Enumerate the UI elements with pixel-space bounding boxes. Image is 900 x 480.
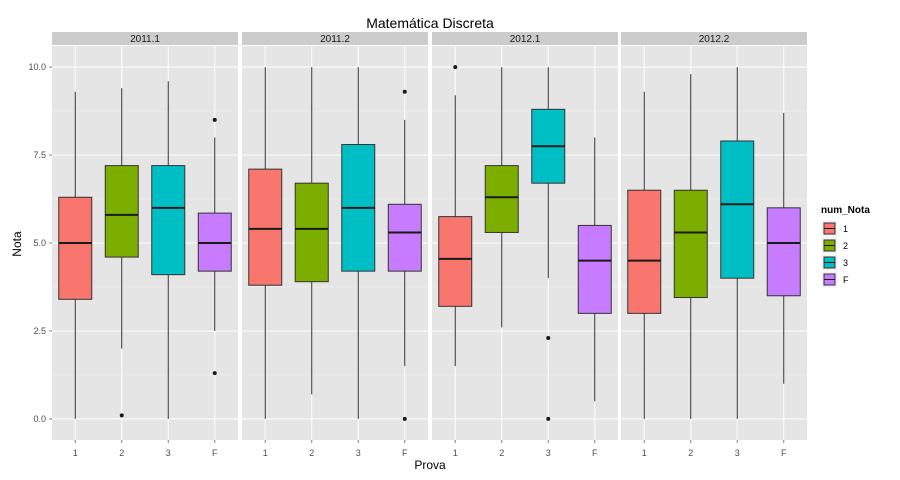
x-tick-label: 3 — [546, 448, 551, 458]
box-iqr — [766, 207, 801, 297]
x-tick-label: 3 — [166, 448, 171, 458]
legend-label: F — [843, 275, 849, 285]
legend-title: num_Nota — [821, 205, 870, 216]
x-axis-title: Prova — [414, 458, 446, 472]
legend-label: 2 — [843, 241, 848, 251]
x-tick-label: F — [781, 448, 787, 458]
box-2011.2-3 — [341, 67, 376, 419]
box-2011.2-2 — [294, 67, 329, 395]
y-tick-label: 2.5 — [33, 326, 46, 336]
box-2012.1-2 — [484, 67, 519, 328]
box-iqr — [627, 189, 662, 314]
legend-entry-2: 2 — [820, 236, 848, 255]
facet-strip-label: 2012.1 — [510, 34, 541, 45]
box-iqr — [438, 216, 473, 307]
x-tick-label: F — [592, 448, 598, 458]
x-tick-label: 2 — [688, 448, 693, 458]
facet-panel-2012.2: 2012.2 1 2 3 F — [621, 32, 807, 458]
outlier-point — [212, 371, 217, 376]
box-2011.1-F — [197, 117, 232, 376]
box-2011.2-1 — [248, 67, 283, 419]
facet-strip-label: 2011.2 — [320, 34, 350, 45]
box-2011.1-3 — [151, 81, 186, 419]
x-tick-label: F — [212, 448, 218, 458]
y-tick-label: 7.5 — [33, 150, 46, 160]
box-iqr — [484, 165, 519, 233]
y-tick-label: 0.0 — [33, 414, 46, 424]
x-tick-label: 1 — [642, 448, 647, 458]
outlier-point — [119, 413, 124, 418]
box-iqr — [673, 189, 708, 299]
outlier-point — [212, 117, 217, 122]
legend-entry-F: F — [820, 270, 849, 289]
facet-strip — [621, 32, 807, 45]
x-tick-label: 2 — [309, 448, 314, 458]
chart-title: Matemática Discreta — [366, 15, 494, 31]
outlier-point — [546, 416, 551, 421]
box-2012.2-1 — [627, 91, 662, 419]
outlier-point — [402, 89, 407, 94]
facet-panel-2011.1: 2011.1 1 2 3 F — [52, 32, 238, 458]
box-2012.2-F — [766, 112, 801, 384]
y-axis-title: Nota — [10, 231, 24, 257]
box-iqr — [720, 140, 755, 279]
box-2012.1-F — [577, 137, 612, 402]
box-2012.1-1 — [438, 65, 473, 367]
facet-strip-label: 2011.1 — [130, 34, 160, 45]
box-2012.1-3 — [531, 67, 566, 421]
y-tick-label: 10.0 — [28, 62, 46, 72]
x-tick-label: 2 — [499, 448, 504, 458]
box-2011.1-2 — [104, 88, 139, 418]
x-tick-label: 1 — [73, 448, 78, 458]
facet-strip-label: 2012.2 — [699, 34, 730, 45]
box-2012.2-2 — [673, 74, 708, 419]
box-2011.2-F — [387, 89, 422, 421]
facet-strip — [432, 32, 618, 45]
box-2012.2-3 — [720, 67, 755, 419]
facet-panel-2011.2: 2011.2 1 2 3 F — [242, 32, 428, 458]
facet-panels: 2011.1 1 2 3 F 2011.2 1 2 3 F 2012.1 1 2 3 F 2012.2 1 2 3 F — [52, 32, 807, 458]
outlier-point — [402, 416, 407, 421]
outlier-point — [546, 335, 551, 340]
legend-entry-3: 3 — [820, 253, 848, 272]
x-tick-label: 2 — [119, 448, 124, 458]
legend: num_Nota 1 2 3 F — [820, 205, 870, 289]
y-tick-label: 5.0 — [33, 238, 46, 248]
x-tick-label: 3 — [735, 448, 740, 458]
facet-strip — [242, 32, 428, 45]
facet-strip — [52, 32, 238, 45]
box-iqr — [151, 165, 186, 276]
legend-label: 3 — [843, 258, 848, 268]
box-iqr — [104, 165, 139, 258]
x-tick-label: 3 — [356, 448, 361, 458]
box-iqr — [387, 203, 422, 272]
box-2011.1-1 — [58, 91, 93, 419]
box-iqr — [577, 224, 612, 314]
legend-entry-1: 1 — [820, 219, 848, 238]
x-tick-label: 1 — [453, 448, 458, 458]
x-tick-label: 1 — [263, 448, 268, 458]
x-tick-label: F — [402, 448, 408, 458]
box-iqr — [294, 182, 329, 283]
box-iqr — [248, 168, 283, 286]
outlier-point — [453, 65, 458, 70]
legend-label: 1 — [843, 224, 848, 234]
y-axis: 0.0 2.5 5.0 7.5 10.0 — [28, 62, 52, 424]
box-iqr — [58, 196, 93, 300]
facet-panel-2012.1: 2012.1 1 2 3 F — [432, 32, 618, 458]
